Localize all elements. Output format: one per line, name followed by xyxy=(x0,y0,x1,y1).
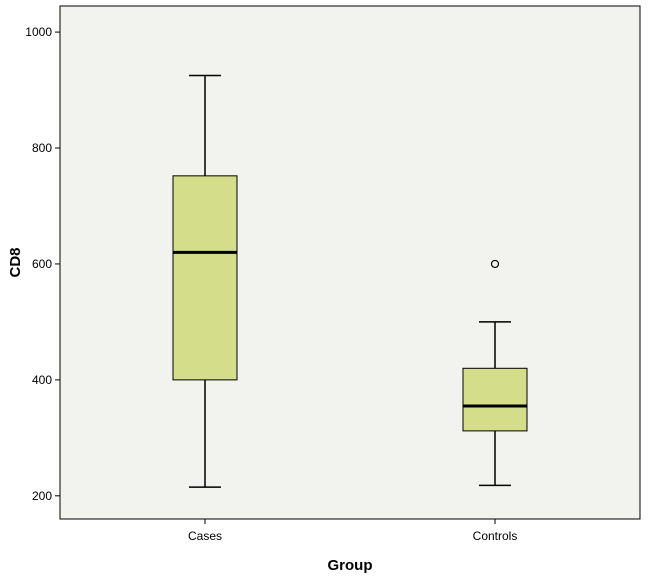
y-tick-label: 400 xyxy=(32,373,52,387)
y-tick-label: 1000 xyxy=(25,25,52,39)
y-tick-label: 200 xyxy=(32,489,52,503)
box-cases xyxy=(172,74,238,488)
plot-area xyxy=(59,5,641,520)
y-axis-ticks: 200 400 600 800 1000 xyxy=(25,25,60,503)
box-series xyxy=(172,74,528,488)
y-tick-label: 600 xyxy=(32,257,52,271)
box-controls xyxy=(462,259,528,487)
x-axis-ticks: Cases Controls xyxy=(188,519,517,543)
y-axis-title: CD8 xyxy=(7,247,24,277)
iqr-box xyxy=(172,175,238,381)
x-tick-label: Controls xyxy=(473,529,518,543)
iqr-box xyxy=(462,367,528,432)
x-axis-title: Group xyxy=(328,557,373,574)
y-tick-label: 800 xyxy=(32,141,52,155)
x-tick-label: Cases xyxy=(188,529,222,543)
outlier-point xyxy=(490,259,500,269)
